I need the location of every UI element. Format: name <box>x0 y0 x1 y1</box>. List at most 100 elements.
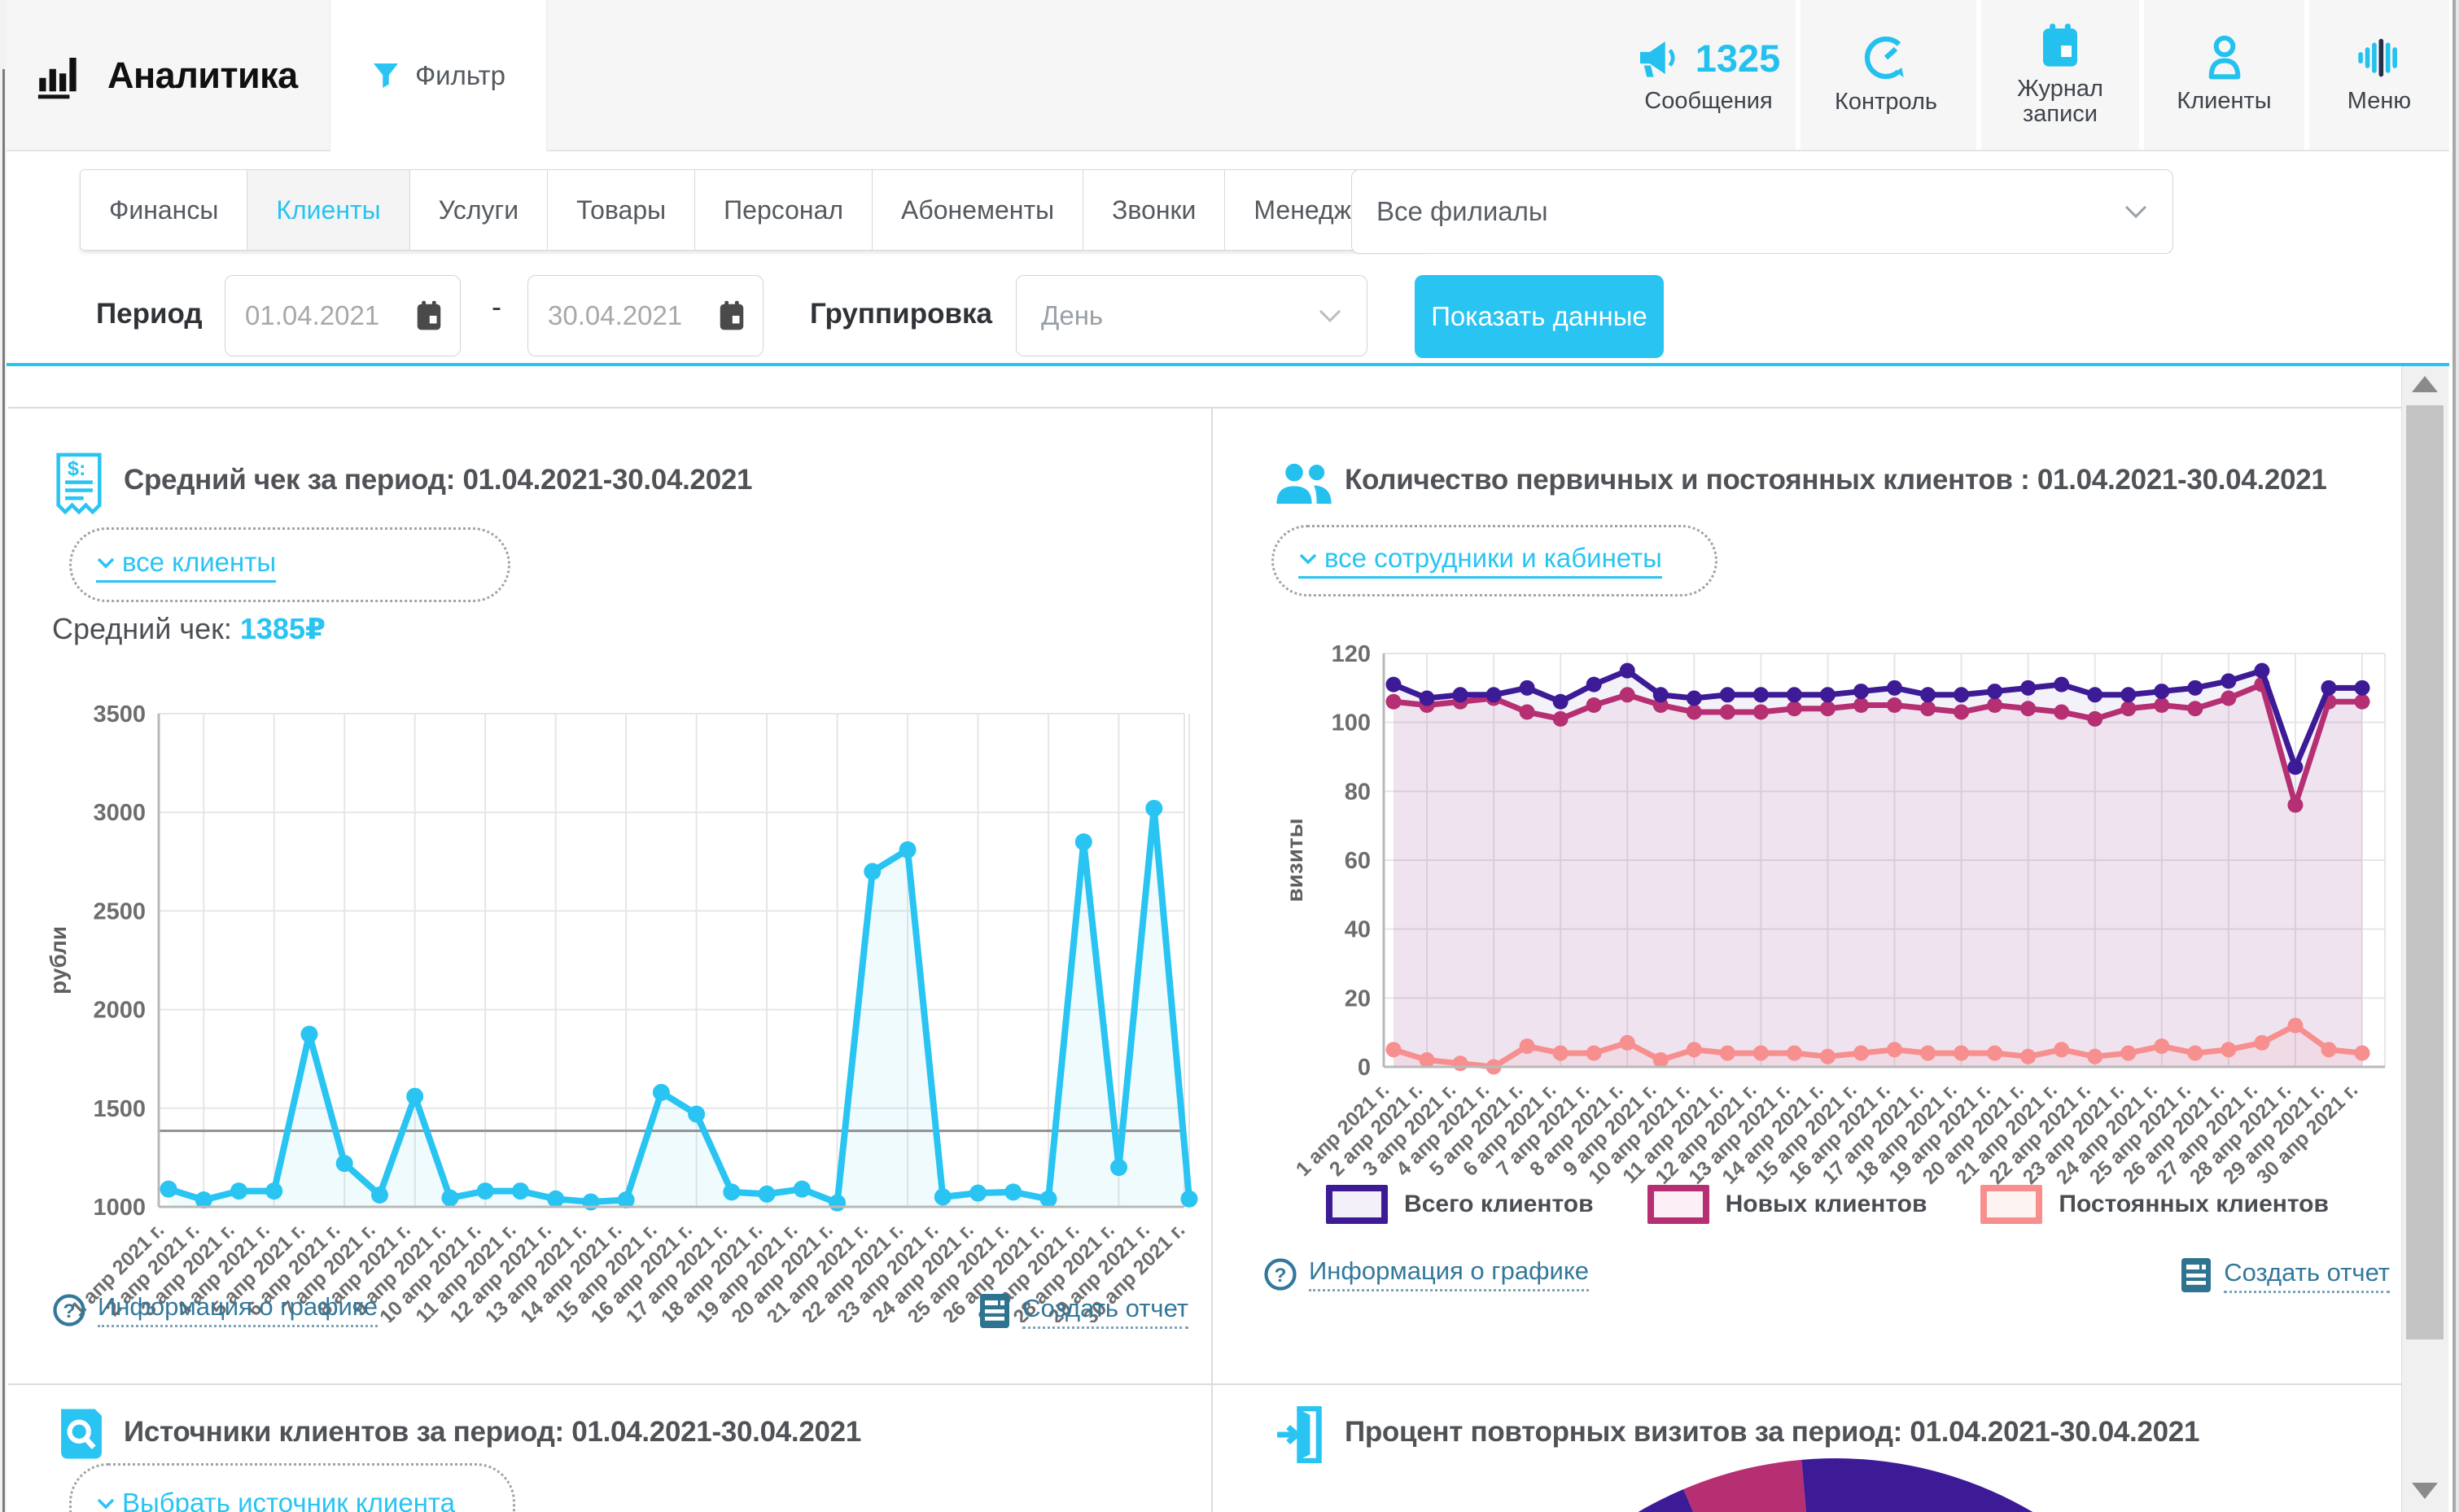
person-icon <box>2204 35 2245 81</box>
header-separator <box>1976 0 1981 150</box>
funnel-icon <box>371 59 400 92</box>
clients-filter-pill: все сотрудники и кабинеты <box>1271 525 1717 596</box>
filter-tab-3[interactable]: Товары <box>547 169 695 251</box>
avg-check-report-link[interactable]: Создать отчет <box>978 1292 1188 1330</box>
clients-count-title: Количество первичных и постоянных клиент… <box>1345 464 2327 496</box>
door-exit-icon <box>1275 1406 1324 1467</box>
tab-filter-label: Фильтр <box>415 60 505 91</box>
filter-tab-1[interactable]: Клиенты <box>247 169 409 251</box>
legend-label: Всего клиентов <box>1404 1191 1594 1218</box>
grouping-select[interactable]: День <box>1016 275 1367 356</box>
legend-label: Новых клиентов <box>1726 1191 1927 1218</box>
legend-swatch-icon <box>1326 1185 1388 1224</box>
grouping-select-value: День <box>1041 300 1103 331</box>
vertical-scrollbar-thumb[interactable] <box>2406 405 2444 1339</box>
svg-text:$:: $: <box>68 457 86 480</box>
avg-check-info-link[interactable]: ? Информация о графике <box>52 1292 378 1327</box>
report-icon <box>978 1292 1011 1330</box>
scrollbar-up-arrow[interactable] <box>2412 376 2438 392</box>
header-separator <box>2304 0 2309 150</box>
clients-report-link[interactable]: Создать отчет <box>2180 1256 2390 1294</box>
filter-tab-2[interactable]: Услуги <box>409 169 548 251</box>
sources-filter-link[interactable]: Выбрать источник клиента <box>96 1488 455 1512</box>
bar-chart-logo-icon <box>33 49 86 103</box>
show-data-button[interactable]: Показать данные <box>1415 275 1664 358</box>
gauge-icon <box>1862 34 1910 81</box>
date-to-value: 30.04.2021 <box>548 300 682 331</box>
svg-text:60: 60 <box>1345 848 1371 874</box>
clients-line-chart: 0204060801001201 апр 2021 г.2 апр 2021 г… <box>1252 631 2412 1204</box>
nav-menu[interactable]: Меню <box>2309 0 2449 150</box>
nav-clients-label: Клиенты <box>2177 89 2271 114</box>
report-icon <box>2180 1256 2212 1294</box>
nav-journal[interactable]: Журнал записи <box>1981 0 2139 150</box>
date-from-input[interactable]: 01.04.2021 <box>225 275 461 356</box>
svg-text:рубли: рубли <box>46 926 71 994</box>
legend-swatch-icon <box>1647 1185 1709 1224</box>
nav-messages-label: Сообщения <box>1644 89 1772 114</box>
avg-check-filter-pill: все клиенты <box>69 527 510 602</box>
clients-filter-link[interactable]: все сотрудники и кабинеты <box>1298 543 1662 579</box>
panels-top-border <box>8 407 2401 409</box>
accent-divider <box>0 363 2459 366</box>
calendar-input-icon[interactable] <box>414 300 444 331</box>
avg-check-links: ? Информация о графике Создать отчет <box>52 1292 1188 1330</box>
avg-check-stat: Средний чек: 1385₽ <box>52 612 326 646</box>
search-source-icon <box>54 1405 109 1467</box>
svg-text:40: 40 <box>1345 917 1371 943</box>
nav-journal-label: Журнал записи <box>1981 76 2139 128</box>
filter-tab-5[interactable]: Абонементы <box>872 169 1083 251</box>
window-right-gutter <box>2456 0 2459 1512</box>
tab-filter[interactable]: Фильтр <box>330 0 547 151</box>
svg-text:20: 20 <box>1345 985 1371 1012</box>
svg-text:120: 120 <box>1332 641 1371 667</box>
filter-tabs: ФинансыКлиентыУслугиТоварыПерсоналАбонем… <box>80 169 1429 251</box>
nav-control-label: Контроль <box>1835 90 1937 115</box>
chevron-down-icon <box>1318 308 1342 323</box>
legend-swatch-icon <box>1980 1185 2042 1224</box>
question-icon: ? <box>1263 1257 1297 1291</box>
filter-panel: ФинансыКлиентыУслугиТоварыПерсоналАбонем… <box>0 153 2459 363</box>
receipt-icon: $: <box>54 452 104 518</box>
legend-item-1[interactable]: Новых клиентов <box>1647 1185 1927 1224</box>
clients-info-link[interactable]: ? Информация о графике <box>1263 1256 1589 1291</box>
repeat-visits-pie-chart <box>1384 1436 2287 1512</box>
avg-check-stat-value: 1385₽ <box>240 612 326 645</box>
nav-menu-label: Меню <box>2347 89 2411 114</box>
grouping-label: Группировка <box>810 298 992 330</box>
date-from-value: 01.04.2021 <box>245 300 379 331</box>
svg-text:3000: 3000 <box>93 800 146 826</box>
avg-check-filter-link[interactable]: все клиенты <box>96 547 276 583</box>
clients-links: ? Информация о графике Создать отчет <box>1263 1256 2390 1294</box>
avg-check-line-chart: 1000150020002500300035001 апр 2021 г.2 а… <box>45 696 1209 1322</box>
question-icon: ? <box>52 1293 86 1327</box>
legend-label: Постоянных клиентов <box>2059 1191 2329 1218</box>
nav-control[interactable]: Контроль <box>1800 0 1971 150</box>
date-to-input[interactable]: 30.04.2021 <box>527 275 764 356</box>
svg-text:?: ? <box>63 1300 76 1322</box>
avg-check-title: Средний чек за период: 01.04.2021-30.04.… <box>124 464 752 496</box>
nav-messages[interactable]: 1325 Сообщения <box>1621 0 1796 150</box>
svg-text:?: ? <box>1275 1264 1287 1286</box>
page-title: Аналитика <box>107 55 298 97</box>
branch-select[interactable]: Все филиалы <box>1351 169 2173 254</box>
legend-item-0[interactable]: Всего клиентов <box>1326 1185 1594 1224</box>
people-icon <box>1275 461 1333 512</box>
scrollbar-down-arrow[interactable] <box>2412 1483 2438 1499</box>
header-separator <box>1796 0 1800 150</box>
legend-item-2[interactable]: Постоянных клиентов <box>1980 1185 2329 1224</box>
chevron-down-icon <box>1298 553 1318 565</box>
nav-clients[interactable]: Клиенты <box>2144 0 2304 150</box>
svg-text:1500: 1500 <box>93 1096 146 1122</box>
svg-text:3500: 3500 <box>93 701 146 728</box>
filter-tab-0[interactable]: Финансы <box>80 169 247 251</box>
calendar-input-icon[interactable] <box>717 300 746 331</box>
analytics-dashboard: Аналитика Фильтр 1325 Сообщения <box>0 0 2459 1512</box>
panels-vertical-divider <box>1211 407 1213 1512</box>
filter-tab-4[interactable]: Персонал <box>694 169 873 251</box>
filter-tab-6[interactable]: Звонки <box>1083 169 1225 251</box>
clients-chart-legend: Всего клиентов Новых клиентов Постоянных к… <box>1262 1185 2393 1224</box>
branch-select-value: Все филиалы <box>1376 196 1548 227</box>
megaphone-icon <box>1637 37 1686 79</box>
window-left-border <box>2 69 5 1512</box>
